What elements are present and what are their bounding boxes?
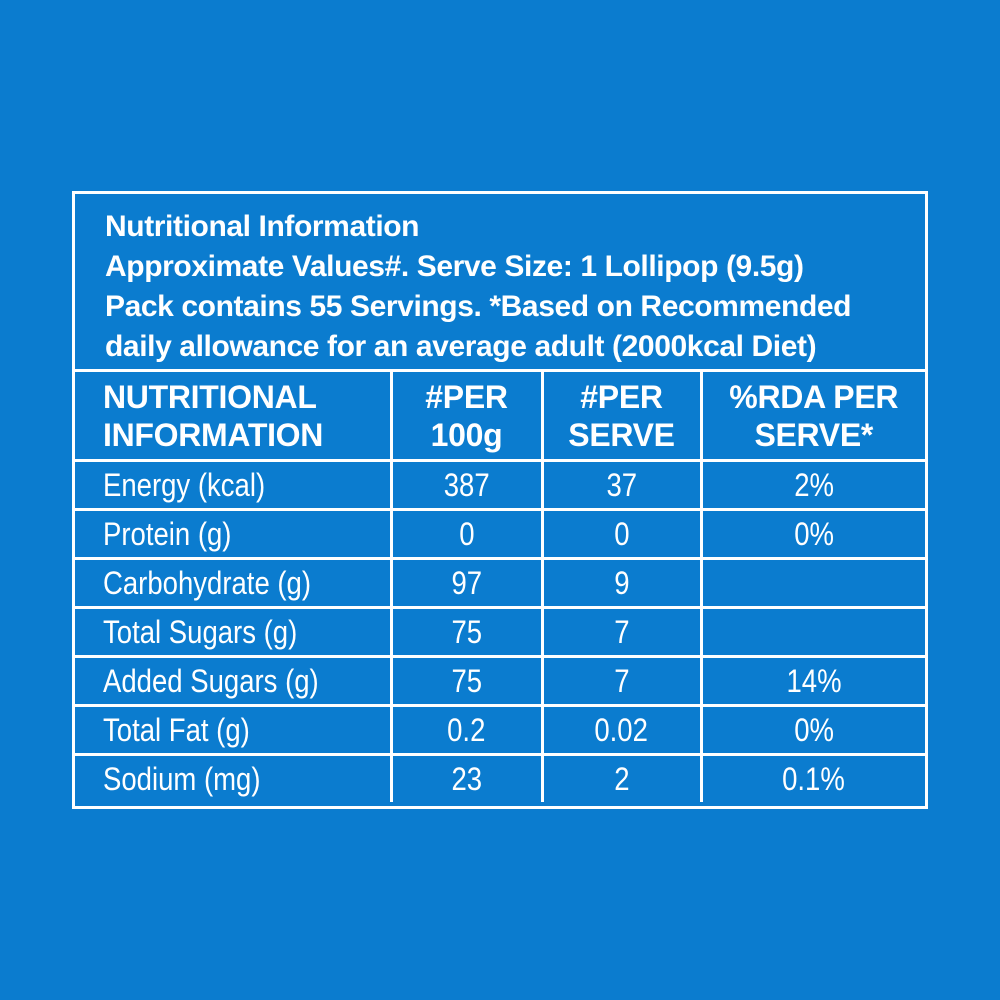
value-rda: [699, 557, 925, 609]
table-row: Total Fat (g) 0.2 0.02 0%: [75, 704, 925, 756]
column-header-nutrient: NUTRITIONAL INFORMATION: [75, 372, 393, 462]
value-rda: 14%: [699, 655, 925, 707]
nutrient-name: Energy (kcal): [75, 459, 393, 511]
value-rda: 0%: [699, 508, 925, 560]
header-title: Nutritional Information: [105, 210, 420, 243]
value-rda: 2%: [699, 459, 925, 511]
column-header-per-100g: #PER 100g: [389, 372, 544, 462]
value-per-100g: 0.2: [389, 704, 544, 756]
nutrient-name: Sodium (mg): [75, 753, 393, 802]
table-row: Added Sugars (g) 75 7 14%: [75, 655, 925, 707]
nutrition-header: Nutritional Information Approximate Valu…: [75, 194, 925, 372]
value-rda: 0.1%: [699, 753, 925, 802]
value-per-serve: 37: [540, 459, 703, 511]
value-per-serve: 7: [540, 606, 703, 658]
header-servings: Pack contains 55 Servings. *Based on Rec…: [105, 290, 852, 323]
value-per-serve: 7: [540, 655, 703, 707]
header-rda-note: daily allowance for an average adult (20…: [105, 330, 817, 363]
nutrition-table: NUTRITIONAL INFORMATION #PER 100g #PER S…: [75, 372, 925, 802]
nutrient-name: Carbohydrate (g): [75, 557, 393, 609]
table-row: Energy (kcal) 387 37 2%: [75, 459, 925, 511]
value-per-100g: 23: [389, 753, 544, 802]
table-row: Protein (g) 0 0 0%: [75, 508, 925, 560]
nutrient-name: Protein (g): [75, 508, 393, 560]
value-per-100g: 97: [389, 557, 544, 609]
value-per-100g: 0: [389, 508, 544, 560]
value-per-100g: 75: [389, 606, 544, 658]
value-per-serve: 0.02: [540, 704, 703, 756]
value-rda: [699, 606, 925, 658]
nutrient-name: Total Fat (g): [75, 704, 393, 756]
nutrient-name: Total Sugars (g): [75, 606, 393, 658]
value-per-serve: 2: [540, 753, 703, 802]
value-per-100g: 75: [389, 655, 544, 707]
table-row: Sodium (mg) 23 2 0.1%: [75, 753, 925, 802]
value-per-serve: 9: [540, 557, 703, 609]
column-header-per-serve: #PER SERVE: [540, 372, 703, 462]
header-serve-size: Approximate Values#. Serve Size: 1 Lolli…: [105, 250, 804, 283]
value-per-100g: 387: [389, 459, 544, 511]
table-row: Total Sugars (g) 75 7: [75, 606, 925, 658]
column-header-rda: %RDA PER SERVE*: [699, 372, 925, 462]
nutrient-name: Added Sugars (g): [75, 655, 393, 707]
table-header-row: NUTRITIONAL INFORMATION #PER 100g #PER S…: [75, 372, 925, 462]
value-per-serve: 0: [540, 508, 703, 560]
nutrition-panel: Nutritional Information Approximate Valu…: [72, 191, 928, 809]
table-row: Carbohydrate (g) 97 9: [75, 557, 925, 609]
value-rda: 0%: [699, 704, 925, 756]
